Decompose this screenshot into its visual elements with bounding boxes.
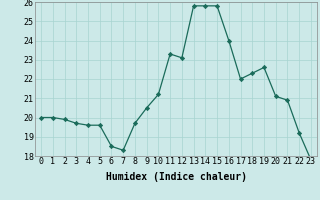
X-axis label: Humidex (Indice chaleur): Humidex (Indice chaleur) <box>106 172 246 182</box>
